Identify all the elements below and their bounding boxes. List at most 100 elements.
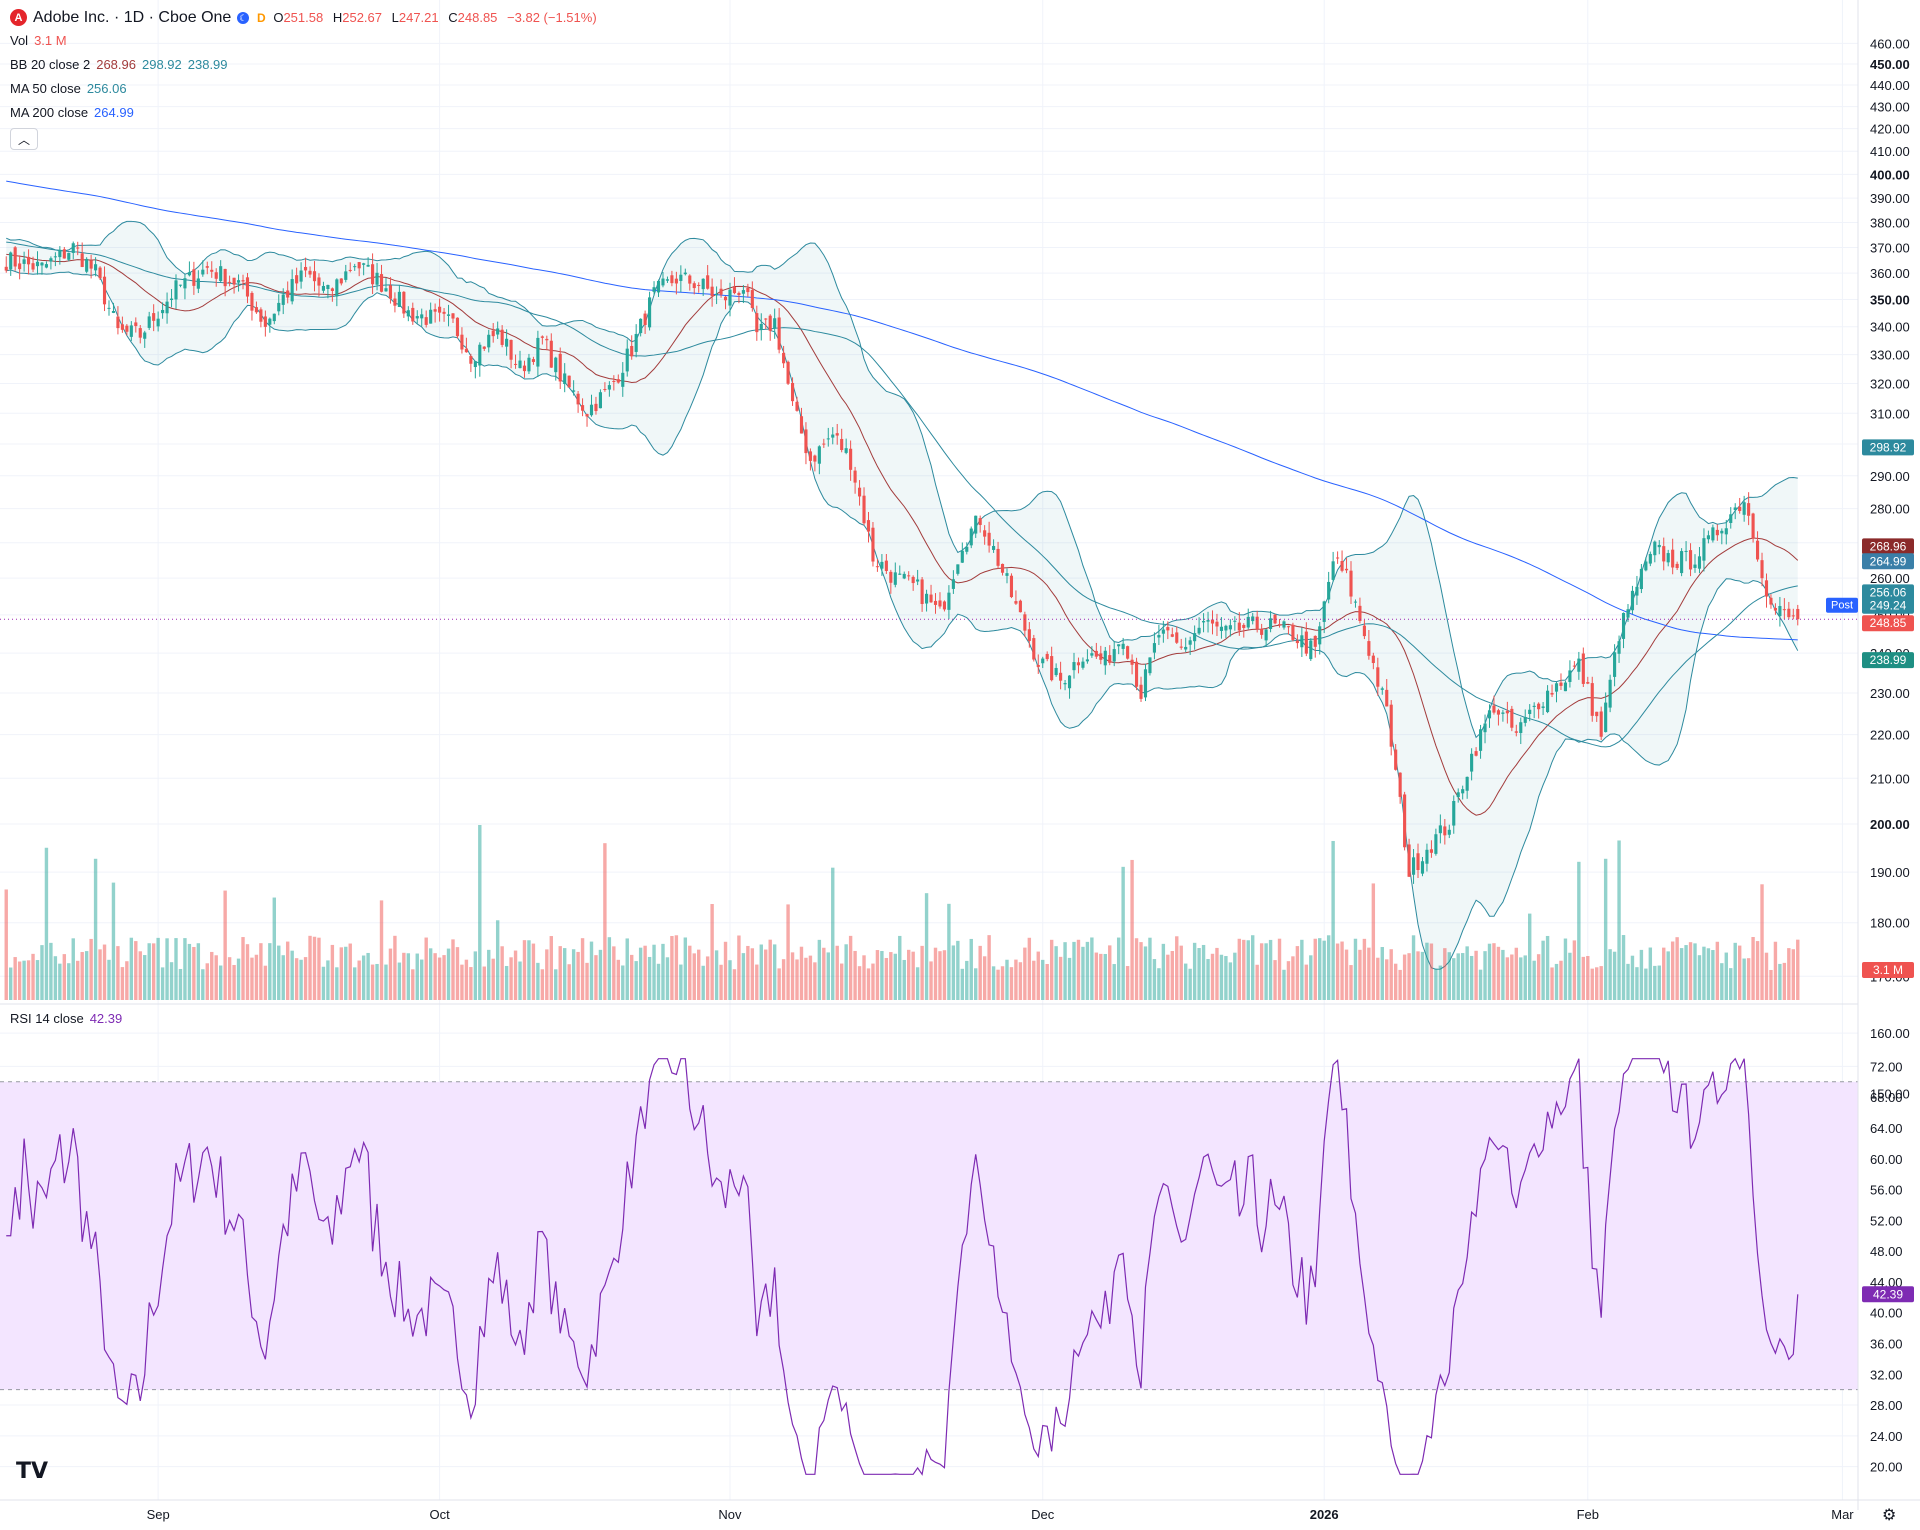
candle-body [272,313,276,322]
volume-bar [594,955,598,1000]
candle-body [1054,667,1058,676]
volume-bar [804,957,808,1000]
candle-body [1237,622,1241,631]
rsi-tick-label: 36.00 [1870,1336,1903,1351]
volume-bar [1755,941,1760,1000]
volume-bar [277,945,281,1000]
candle-body [1447,829,1451,835]
candle-body [1260,629,1264,635]
candle-body [35,261,40,267]
volume-bar [1188,968,1192,1000]
volume-bar [442,955,446,1000]
candle-body [1738,506,1742,511]
candle-body [165,301,169,314]
candle-body [692,283,696,289]
ma200-legend[interactable]: MA 200 close 264.99 [10,105,140,121]
bollinger-legend[interactable]: BB 20 close 2 268.96 298.92 238.99 [10,57,234,73]
tradingview-logo-icon[interactable]: 𝗧𝗩 [16,1458,49,1483]
bollinger-upper-line [6,220,1798,739]
volume-bar [1769,969,1773,1000]
volume-bar [1644,968,1648,1000]
candle-body [911,576,915,584]
volume-bar [947,903,951,1000]
volume-bar [1796,939,1800,1000]
volume-bar [227,957,232,1000]
candle-body [835,433,839,436]
volume-bar [428,948,433,1000]
candle-body [4,266,8,271]
volume-bar [379,900,384,1000]
volume-bar [1720,963,1724,1000]
candle-body [219,266,223,282]
volume-bar [862,955,866,1000]
bollinger-basis-tag: 268.96 [1870,539,1907,553]
volume-bar [732,969,737,1000]
candle-body [1148,657,1152,674]
candle-body [1626,609,1630,618]
rsi-legend[interactable]: RSI 14 close 42.39 [10,1011,128,1027]
volume-bar [1148,937,1152,1000]
ma50-legend[interactable]: MA 50 close 256.06 [10,81,133,97]
candle-body [1796,608,1800,620]
candle-body [487,334,491,348]
bollinger-upper-tag-bg [1862,439,1914,456]
candle-body [777,317,781,350]
volume-bar [1711,950,1715,1000]
candle-body [688,275,692,284]
candle-body [1179,646,1183,648]
candle-body [375,272,379,285]
candle-body [947,592,951,610]
candle-body [1563,682,1568,692]
volume-legend[interactable]: Vol 3.1 M [10,33,73,49]
volume-bar [1291,956,1295,1000]
volume-bar [201,969,205,1000]
candle-body [1546,690,1550,713]
dividend-badge[interactable]: D [256,10,266,25]
volume-bar [348,943,352,1000]
rsi-tick-label: 48.00 [1870,1244,1903,1259]
candle-body [1112,649,1116,662]
candle-body [871,527,875,562]
candle-body [505,338,509,347]
candle-body [98,267,102,279]
candle-body [205,266,209,268]
volume-bar [1590,968,1594,1000]
symbol-title[interactable]: Adobe Inc. · 1D · Cboe One [33,8,232,26]
volume-bar [1139,942,1143,1000]
candle-body [1121,643,1125,649]
volume-bar [1326,935,1331,1000]
volume-bar [728,960,732,1000]
candle-body [804,429,808,454]
volume-bar [603,843,607,1000]
candle-body [129,325,133,337]
volume-bar [1657,965,1661,1000]
gear-icon[interactable]: ⚙ [1882,1507,1897,1524]
price-tick-label: 420.00 [1870,122,1910,137]
volume-bar [1612,951,1617,1000]
candle-body [1202,621,1206,623]
volume-bar [1166,954,1170,1000]
candle-body [169,298,174,301]
volume-bar [169,962,174,1000]
candle-body [268,318,272,325]
volume-bar [1420,951,1425,1000]
volume-bar [1295,946,1300,1000]
candle-body [1076,662,1081,666]
symbol-legend[interactable]: A Adobe Inc. · 1D · Cboe One ☾ D O251.58… [10,9,603,26]
volume-bar [933,947,938,1000]
price-tick-label: 190.00 [1870,865,1910,880]
volume-bar [1554,963,1559,1000]
rsi-tick-label: 72.00 [1870,1059,1903,1074]
candle-body [1126,646,1130,659]
collapse-legend-button[interactable]: ︿ [10,128,38,150]
price-tick-label: 290.00 [1870,469,1910,484]
volume-bar [281,955,285,1000]
time-tick-label: Nov [718,1507,742,1522]
candle-body [1483,723,1487,733]
candle-body [612,380,616,382]
volume-bar [982,956,987,1000]
candle-body [1344,568,1349,571]
volume-bar [469,967,473,1000]
volume-bar [76,960,80,1000]
